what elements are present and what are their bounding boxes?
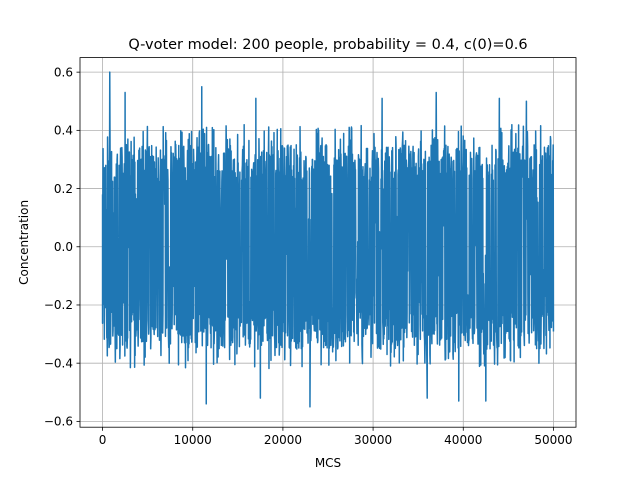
y-tick-label-3: 0.0 — [54, 240, 73, 254]
x-tick-label-5: 50000 — [534, 433, 572, 447]
series-line-0 — [101, 71, 555, 408]
x-tick-label-4: 40000 — [444, 433, 482, 447]
y-tick-label-1: −0.4 — [44, 356, 73, 370]
chart-title: Q-voter model: 200 people, probability =… — [128, 37, 527, 53]
axes-frame — [79, 57, 577, 428]
x-tick-label-0: 0 — [99, 433, 107, 447]
x-tick-label-3: 30000 — [354, 433, 392, 447]
x-tick-label-2: 20000 — [264, 433, 302, 447]
axes-group: 0 10000 20000 30000 40000 50000 −0.6 −0.4 −0.2 0.… — [44, 57, 577, 447]
x-axis-label: MCS — [315, 456, 341, 470]
series-group — [101, 71, 555, 408]
y-tick-label-6: 0.6 — [54, 65, 73, 79]
y-tick-label-2: −0.2 — [44, 298, 73, 312]
y-axis-label: Concentration — [17, 200, 31, 285]
x-tick-label-1: 10000 — [174, 433, 212, 447]
y-tick-label-5: 0.4 — [54, 124, 73, 138]
y-tick-label-0: −0.6 — [44, 415, 73, 429]
y-tick-label-4: 0.2 — [54, 182, 73, 196]
